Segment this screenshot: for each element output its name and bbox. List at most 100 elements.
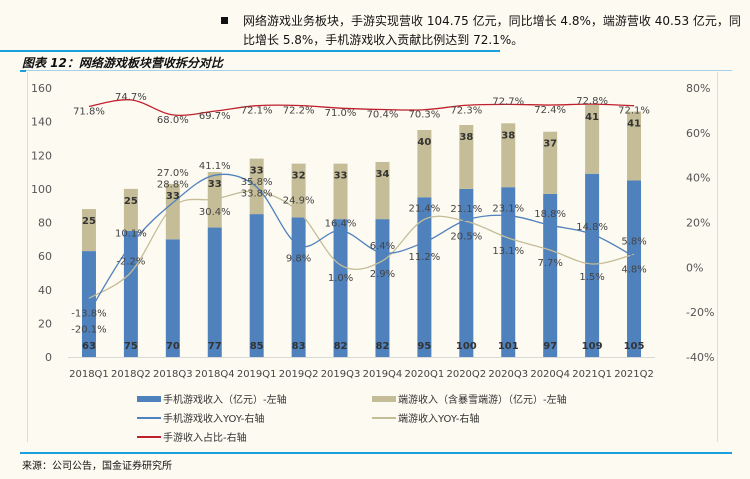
bar-pc-revenue [375, 161, 390, 220]
bar-label-pc: 41 [585, 112, 599, 123]
data-label-pc-yoy: 21.4% [409, 203, 441, 214]
bar-label-mobile: 95 [417, 341, 431, 352]
data-label-pc-yoy: 20.5% [450, 231, 482, 242]
left-axis-tick-label: 40 [38, 284, 52, 297]
data-label-mobile-share: 74.7% [115, 92, 147, 103]
data-label-pc-yoy: 33.8% [241, 188, 273, 199]
legend-label: 端游收入YOY-右轴 [398, 414, 480, 425]
bar-pc-revenue [165, 183, 180, 240]
x-axis-tick-label: 2019Q2 [279, 369, 319, 380]
legend-swatch-pc-yoy-line [372, 416, 396, 419]
bar-mobile-revenue [501, 187, 516, 357]
bar-label-mobile: 85 [250, 341, 264, 352]
data-label-mobile-share: 72.2% [283, 105, 315, 116]
left-axis-tick-label: 0 [45, 351, 52, 364]
legend-label: 端游收入（含暴雪端游）（亿元）-左轴 [398, 395, 567, 406]
left-axis-tick-label: 20 [38, 317, 52, 330]
right-axis-tick-label: 20% [686, 217, 710, 230]
data-label-mobile-share: 70.4% [367, 110, 399, 121]
legend-item-mobile-yoy: 手机游戏收入YOY-右轴 [137, 410, 264, 425]
bar-label-mobile: 75 [124, 341, 138, 352]
bar-label-mobile: 109 [582, 341, 603, 352]
bar-mobile-revenue [543, 193, 558, 357]
left-axis-tick-label: 60 [38, 250, 52, 263]
data-label-mobile-yoy: 18.8% [534, 209, 566, 220]
x-axis-tick-label: 2018Q1 [69, 369, 109, 380]
bar-label-pc: 25 [82, 216, 96, 227]
source-note: 来源：公司公告，国金证券研究所 [22, 461, 172, 472]
bar-mobile-revenue [417, 197, 432, 357]
x-axis-tick-label: 2019Q1 [237, 369, 277, 380]
bar-label-pc: 40 [417, 137, 431, 148]
data-label-pc-yoy: 30.4% [199, 207, 231, 218]
bar-mobile-revenue [291, 217, 306, 357]
left-axis-tick-label: 100 [31, 183, 52, 196]
chart-frame-right [717, 72, 718, 442]
right-axis-tick-label: 0% [686, 261, 703, 274]
data-label-mobile-share: 72.1% [618, 106, 650, 117]
bar-label-mobile: 83 [292, 341, 306, 352]
legend-item-pc-revenue: 端游收入（含暴雪端游）（亿元）-左轴 [372, 391, 567, 406]
top-rule-accent [0, 50, 20, 52]
data-label-pc-yoy: 24.9% [283, 196, 315, 207]
bar-label-pc: 38 [459, 132, 473, 143]
right-axis-tick-label: 80% [686, 82, 710, 95]
left-axis-tick-label: 160 [31, 82, 52, 95]
bar-mobile-revenue [249, 214, 264, 357]
bar-pc-revenue [543, 131, 558, 194]
data-label-mobile-yoy: -20.1% [71, 324, 106, 335]
right-axis-tick-label: -20% [686, 306, 714, 319]
left-axis-tick-label: 80 [38, 217, 52, 230]
data-label-pc-yoy: 1.0% [328, 273, 353, 284]
data-label-pc-yoy: 5.8% [621, 236, 646, 247]
bar-mobile-revenue [627, 180, 642, 357]
x-axis-tick-label: 2021Q1 [572, 369, 612, 380]
data-label-mobile-share: 70.3% [409, 110, 441, 121]
x-axis-tick-label: 2020Q4 [530, 369, 570, 380]
x-axis-tick-label: 2018Q2 [111, 369, 151, 380]
legend-label: 手机游戏收入（亿元）-左轴 [163, 395, 287, 406]
bar-label-pc: 25 [124, 196, 138, 207]
right-axis-tick-label: 40% [686, 172, 710, 185]
legend-item-mobile-share: 手游收入占比-右轴 [137, 429, 247, 444]
data-label-mobile-share: 72.3% [450, 105, 482, 116]
data-label-pc-yoy: 7.7% [537, 258, 562, 269]
legend-swatch-mobile-yoy-line [137, 416, 161, 419]
bar-mobile-revenue [81, 251, 96, 357]
bar-label-mobile: 97 [543, 341, 557, 352]
data-label-mobile-yoy: 11.2% [409, 252, 441, 263]
x-axis-tick-label: 2020Q2 [446, 369, 486, 380]
x-axis-tick-label: 2019Q3 [321, 369, 361, 380]
data-label-mobile-yoy: 35.8% [241, 177, 273, 188]
x-axis-tick-label: 2021Q2 [614, 369, 654, 380]
data-label-mobile-yoy: 6.4% [370, 241, 395, 252]
bar-label-pc: 33 [250, 166, 264, 177]
bar-label-mobile: 101 [498, 341, 519, 352]
bar-mobile-revenue [123, 230, 138, 357]
figure-title: 图表 12：网络游戏板块营收拆分对比 [22, 56, 223, 70]
data-label-pc-yoy: 1.5% [579, 272, 604, 283]
bar-mobile-revenue [459, 188, 474, 357]
left-axis-tick-label: 120 [31, 149, 52, 162]
bar-pc-revenue [417, 130, 432, 198]
bar-pc-revenue [585, 104, 600, 174]
bar-pc-revenue [459, 124, 474, 189]
bar-mobile-revenue [333, 219, 348, 357]
bar-mobile-revenue [165, 239, 180, 357]
data-label-mobile-share: 71.0% [325, 108, 357, 119]
bar-label-pc: 41 [627, 119, 641, 130]
bar-label-mobile: 77 [208, 341, 222, 352]
legend-swatch-pc-bar [372, 395, 396, 402]
x-axis-tick-label: 2020Q1 [405, 369, 445, 380]
bar-label-mobile: 70 [166, 341, 180, 352]
data-label-pc-yoy: 27.0% [157, 168, 189, 179]
title-rule-accent [20, 70, 26, 72]
bar-label-mobile: 63 [82, 341, 96, 352]
legend-item-mobile-revenue: 手机游戏收入（亿元）-左轴 [137, 391, 287, 406]
data-label-pc-yoy: 13.1% [492, 246, 524, 257]
legend-swatch-mobile-share-line [137, 435, 161, 438]
bar-pc-revenue [81, 209, 96, 252]
data-label-mobile-yoy: 28.8% [157, 180, 189, 191]
x-axis-tick-label: 2020Q3 [488, 369, 528, 380]
bar-mobile-revenue [375, 219, 390, 357]
